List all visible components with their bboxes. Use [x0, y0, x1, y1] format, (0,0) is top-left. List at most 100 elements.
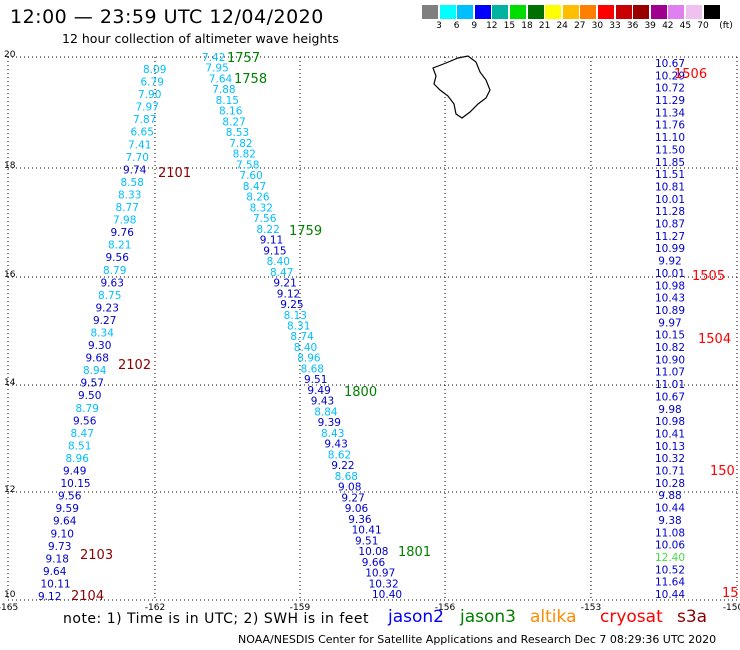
swh-value: 11.76 [655, 120, 685, 132]
swh-value: 9.25 [280, 299, 303, 311]
lat-label: 16 [4, 270, 16, 280]
swh-value: 8.43 [321, 428, 344, 440]
swh-value: 11.34 [655, 107, 685, 119]
swh-value: 7.70 [126, 152, 149, 164]
legend-swatch [633, 5, 650, 19]
swh-value: 9.66 [362, 557, 386, 569]
legend-label: 18 [521, 21, 533, 31]
swh-value: 7.56 [253, 213, 277, 225]
swh-value: 9.27 [341, 492, 364, 504]
swh-value: 11.10 [655, 132, 685, 144]
legend-swatch [562, 5, 579, 19]
swh-value: 9.30 [88, 340, 111, 352]
swh-value: 8.47 [270, 267, 293, 279]
legend-label: 39 [644, 21, 656, 31]
time-label: 2103 [80, 548, 113, 563]
swh-value: 9.92 [658, 256, 681, 268]
legend-swatch [668, 5, 685, 19]
swh-value: 8.16 [219, 106, 243, 118]
time-label: 150 [710, 464, 735, 479]
swh-value: 7.97 [136, 102, 159, 114]
swh-value: 8.68 [301, 363, 324, 375]
legend-swatch [580, 5, 597, 19]
swh-value: 8.94 [83, 365, 107, 377]
swh-value: 10.81 [655, 181, 685, 193]
legend-swatch [598, 5, 614, 19]
swh-value: 9.12 [38, 591, 61, 603]
island-outline [432, 55, 491, 119]
time-label: 2102 [118, 358, 151, 373]
swh-value: 10.29 [655, 70, 685, 82]
swh-value: 9.57 [81, 378, 104, 390]
swh-value: 8.79 [76, 403, 99, 415]
swh-value: 11.64 [655, 577, 685, 589]
swh-value: 10.98 [655, 416, 685, 428]
time-label: 1759 [289, 224, 322, 239]
swh-value: 10.98 [655, 280, 685, 292]
swh-value: 8.51 [68, 440, 91, 452]
swh-value: 8.09 [143, 64, 166, 76]
swh-value: 10.71 [655, 466, 685, 478]
legend-swatch [439, 5, 456, 19]
swh-value: 10.06 [655, 540, 685, 552]
legend-label: 24 [556, 21, 568, 31]
swh-value: 7.88 [212, 84, 235, 96]
swh-value: 11.28 [655, 206, 685, 218]
swh-value: 10.43 [655, 293, 685, 305]
swh-value: 11.07 [655, 367, 685, 379]
swh-value: 8.96 [66, 453, 90, 465]
legend-swatch [527, 5, 544, 19]
legend-swatch [703, 5, 720, 19]
swh-value: 9.43 [324, 439, 347, 451]
swh-value: 7.64 [209, 73, 233, 85]
swh-value: 10.72 [655, 83, 685, 95]
time-label: 1757 [227, 51, 260, 66]
time-label: 2101 [158, 166, 191, 181]
swh-value: 10.15 [61, 478, 91, 490]
swh-value: 9.51 [304, 374, 327, 386]
swh-value: 7.95 [205, 63, 228, 75]
swh-value: 8.79 [103, 265, 126, 277]
credit-line: NOAA/NESDIS Center for Satellite Applica… [238, 633, 717, 646]
swh-value: 9.15 [263, 245, 286, 257]
swh-value: 8.27 [222, 116, 245, 128]
swh-value: 9.49 [307, 385, 330, 397]
swh-value: 9.56 [106, 252, 130, 264]
swh-value: 8.33 [118, 189, 141, 201]
lat-label: 12 [4, 485, 15, 495]
swh-value: 8.34 [91, 328, 115, 340]
swh-value: 11.50 [655, 144, 685, 156]
lat-label: 10 [4, 590, 16, 600]
swh-value: 7.87 [133, 114, 156, 126]
swh-value: 8.21 [108, 240, 131, 252]
lon-label: -159 [290, 603, 311, 613]
legend-label: 27 [574, 21, 586, 31]
time-label: 15 [722, 586, 739, 601]
swh-value: 8.75 [98, 290, 121, 302]
swh-value: 9.76 [111, 227, 135, 239]
swh-value: 9.43 [311, 396, 334, 408]
satellite-altika: altika [530, 607, 577, 627]
page-title: 12:00 — 23:59 UTC 12/04/2020 [10, 6, 324, 28]
swh-value: 9.38 [658, 515, 681, 527]
swh-value: 7.58 [236, 159, 259, 171]
legend-unit: (ft) [719, 21, 733, 31]
swh-value: 8.62 [328, 449, 351, 461]
time-label: 1801 [398, 545, 431, 560]
legend-label: 3 [436, 21, 442, 31]
swh-value: 9.12 [277, 288, 300, 300]
swh-value: 10.32 [369, 578, 399, 590]
swh-value: 9.64 [43, 566, 67, 578]
swh-value: 9.97 [658, 317, 681, 329]
swh-value: 7.42 [202, 52, 225, 64]
legend-label: 36 [626, 21, 639, 31]
swh-value: 7.98 [113, 215, 136, 227]
legend-swatch [510, 5, 526, 19]
legend-swatch [422, 5, 438, 19]
time-label: 2104 [71, 589, 104, 604]
swh-value: 10.15 [655, 330, 685, 342]
swh-value: 9.06 [345, 503, 369, 515]
swh-value: 10.41 [352, 525, 382, 537]
lon-label: -150 [723, 603, 740, 613]
